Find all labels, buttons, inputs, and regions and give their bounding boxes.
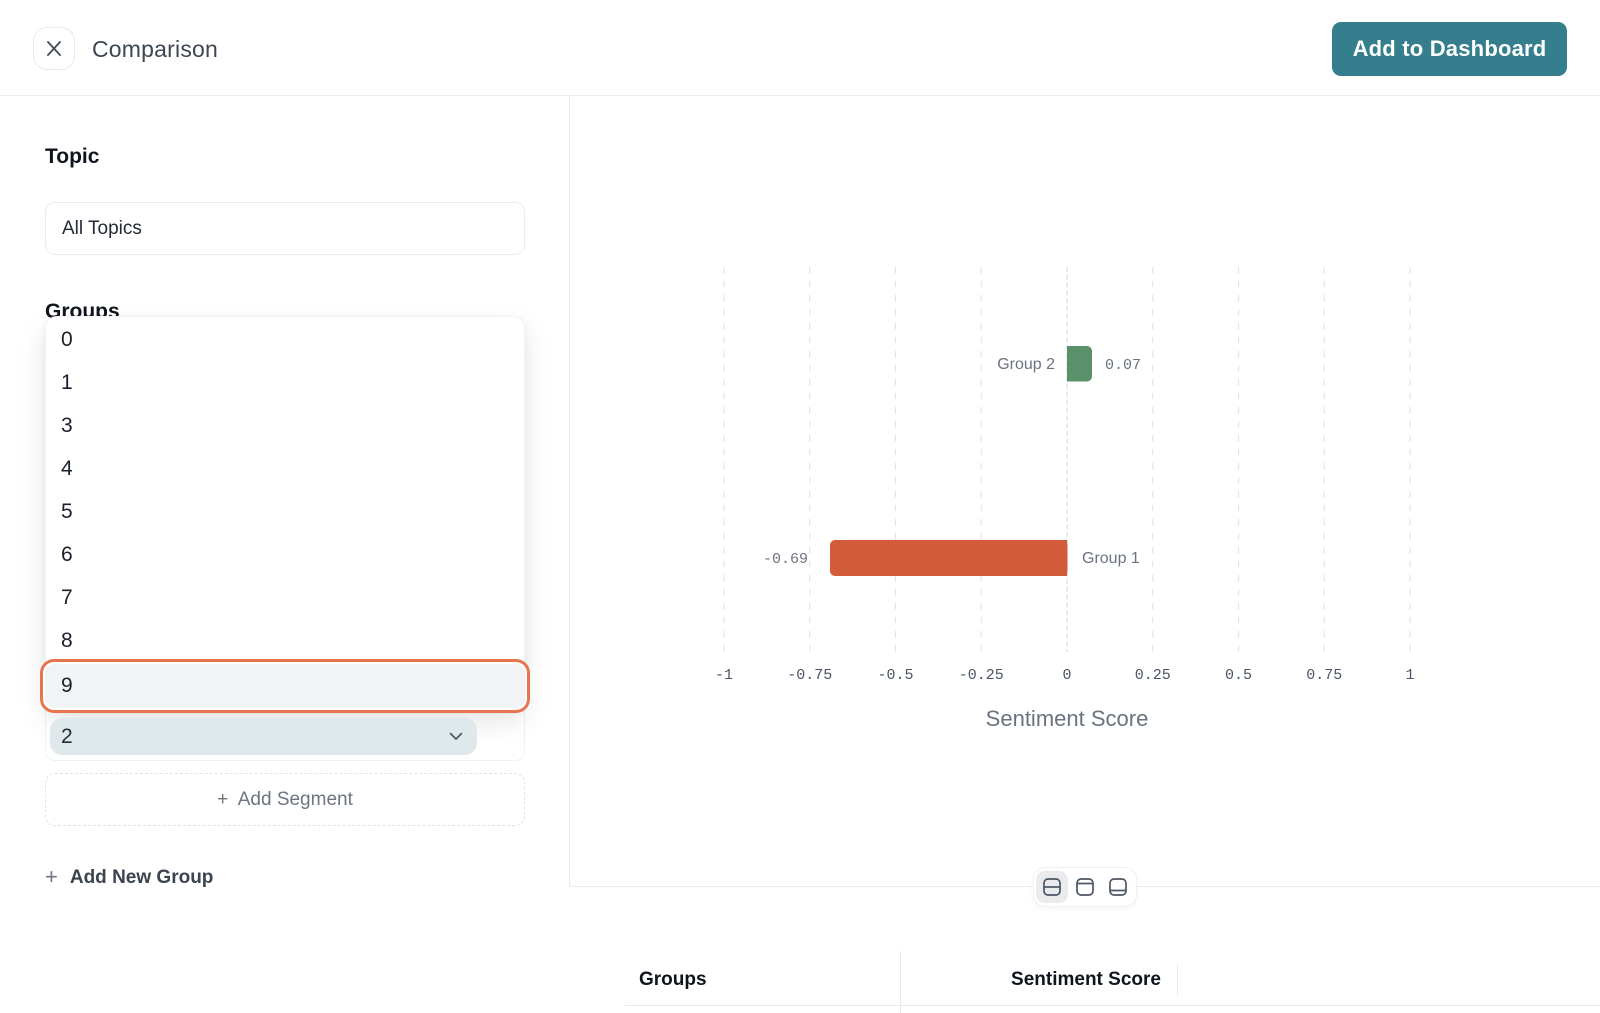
svg-text:0.25: 0.25 <box>1135 667 1171 684</box>
svg-text:-0.75: -0.75 <box>787 667 832 684</box>
svg-text:-0.25: -0.25 <box>959 667 1004 684</box>
svg-text:-1: -1 <box>715 667 733 684</box>
svg-text:Group 1: Group 1 <box>1082 550 1140 567</box>
svg-text:0.75: 0.75 <box>1306 667 1342 684</box>
svg-text:-0.69: -0.69 <box>763 551 808 568</box>
svg-text:-0.5: -0.5 <box>877 667 913 684</box>
svg-text:Group 2: Group 2 <box>997 356 1055 373</box>
svg-text:0.5: 0.5 <box>1225 667 1252 684</box>
svg-text:0.07: 0.07 <box>1105 357 1141 374</box>
svg-text:1: 1 <box>1405 667 1414 684</box>
svg-text:Sentiment Score: Sentiment Score <box>986 706 1149 731</box>
svg-text:0: 0 <box>1062 667 1071 684</box>
